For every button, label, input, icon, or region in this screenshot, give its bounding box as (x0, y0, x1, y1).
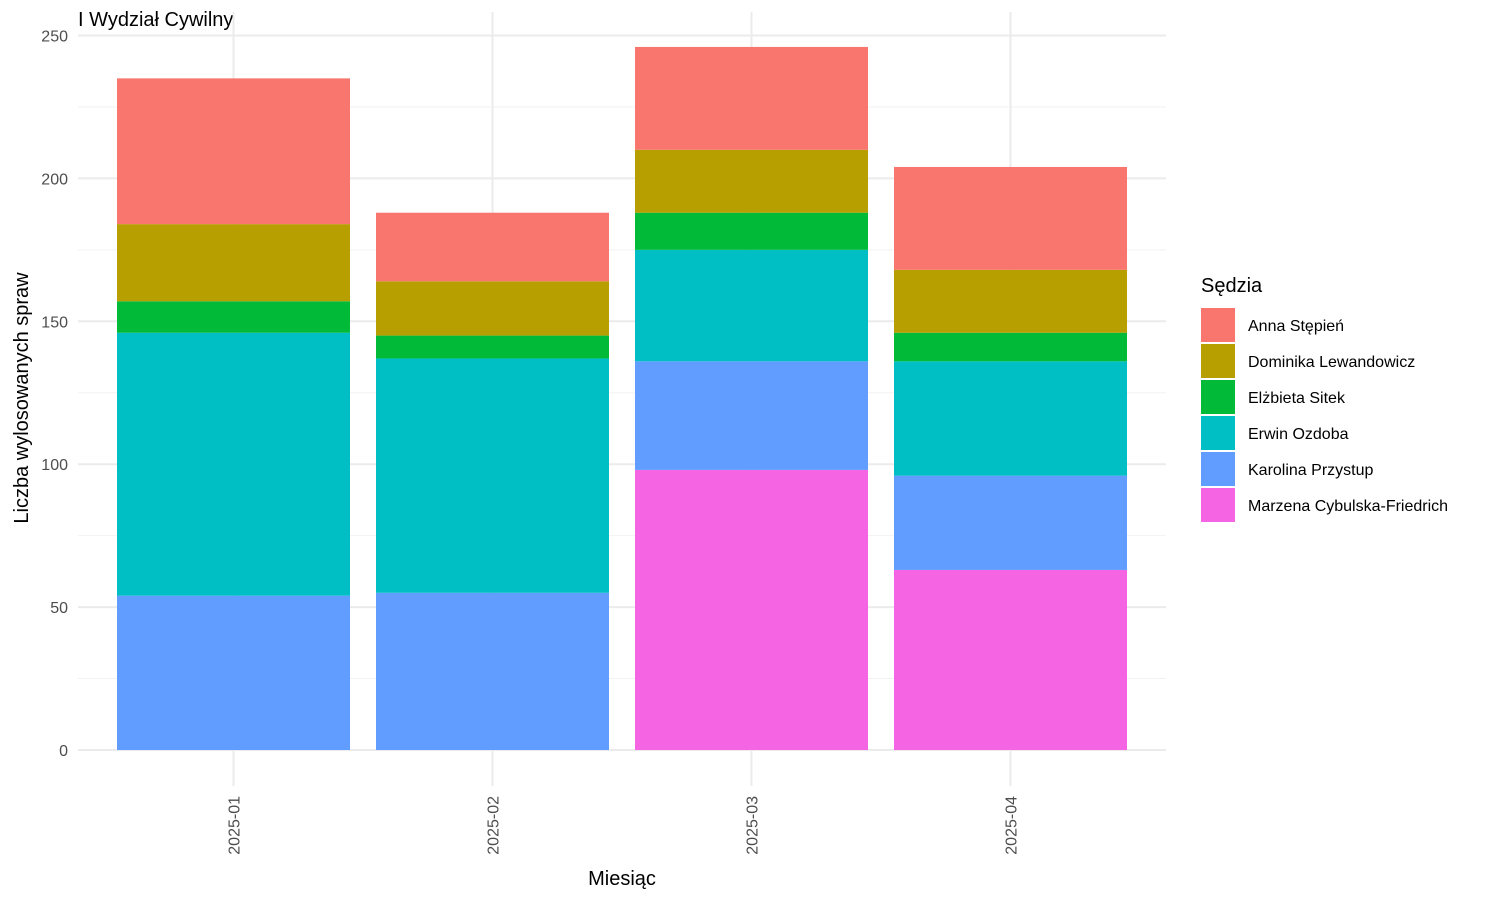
y-tick-label: 0 (59, 743, 68, 760)
y-tick-label: 250 (41, 29, 68, 46)
legend-swatch (1201, 380, 1235, 414)
x-tick-label: 2025-03 (745, 796, 762, 855)
bar-segment (635, 212, 868, 250)
bar-segment (894, 475, 1127, 570)
legend-label: Erwin Ozdoba (1248, 426, 1349, 443)
legend-swatch (1201, 488, 1235, 522)
bar-segment (117, 332, 350, 596)
bar-segment (635, 46, 868, 150)
x-tick-label: 2025-01 (227, 796, 244, 855)
legend-label: Elżbieta Sitek (1248, 390, 1346, 407)
legend-label: Marzena Cybulska-Friedrich (1248, 498, 1448, 515)
bar-segment (894, 332, 1127, 362)
legend-swatch (1201, 344, 1235, 378)
y-tick-label: 150 (41, 314, 68, 331)
bar-segment (117, 301, 350, 333)
legend-swatch (1201, 308, 1235, 342)
bar-segment (635, 361, 868, 470)
y-tick-label: 50 (50, 600, 68, 617)
bar-segment (635, 469, 868, 750)
bar-segment (894, 269, 1127, 333)
legend-label: Karolina Przystup (1248, 462, 1373, 479)
legend: Sędzia Anna Stępień Dominika Lewandowicz E… (1201, 275, 1448, 522)
legend-title: Sędzia (1201, 275, 1263, 297)
bar-segment (117, 595, 350, 750)
bar-segment (117, 224, 350, 302)
x-axis-ticks: 2025-01 2025-02 2025-03 2025-04 (227, 796, 1021, 855)
bars (117, 46, 1127, 750)
y-axis-title: Liczba wylosowanych spraw (11, 272, 33, 524)
bar-segment (376, 358, 609, 593)
bar-segment (894, 166, 1127, 270)
legend-label: Dominika Lewandowicz (1248, 354, 1415, 371)
bar-segment (376, 281, 609, 336)
legend-label: Anna Stępień (1248, 318, 1344, 335)
legend-swatch (1201, 416, 1235, 450)
chart-title: I Wydział Cywilny (78, 9, 233, 31)
bar-segment (894, 569, 1127, 750)
bar-segment (376, 335, 609, 359)
x-tick-label: 2025-02 (486, 796, 503, 855)
y-tick-label: 100 (41, 457, 68, 474)
x-axis-title: Miesiąc (588, 868, 656, 890)
bar-segment (376, 592, 609, 750)
bar-segment (635, 249, 868, 362)
x-tick-label: 2025-04 (1004, 796, 1021, 855)
bar-segment (894, 361, 1127, 476)
bar-segment (117, 78, 350, 225)
bar-segment (376, 212, 609, 282)
legend-swatch (1201, 452, 1235, 486)
y-axis-ticks: 0 50 100 150 200 250 (41, 29, 68, 761)
y-tick-label: 200 (41, 171, 68, 188)
bar-segment (635, 149, 868, 213)
